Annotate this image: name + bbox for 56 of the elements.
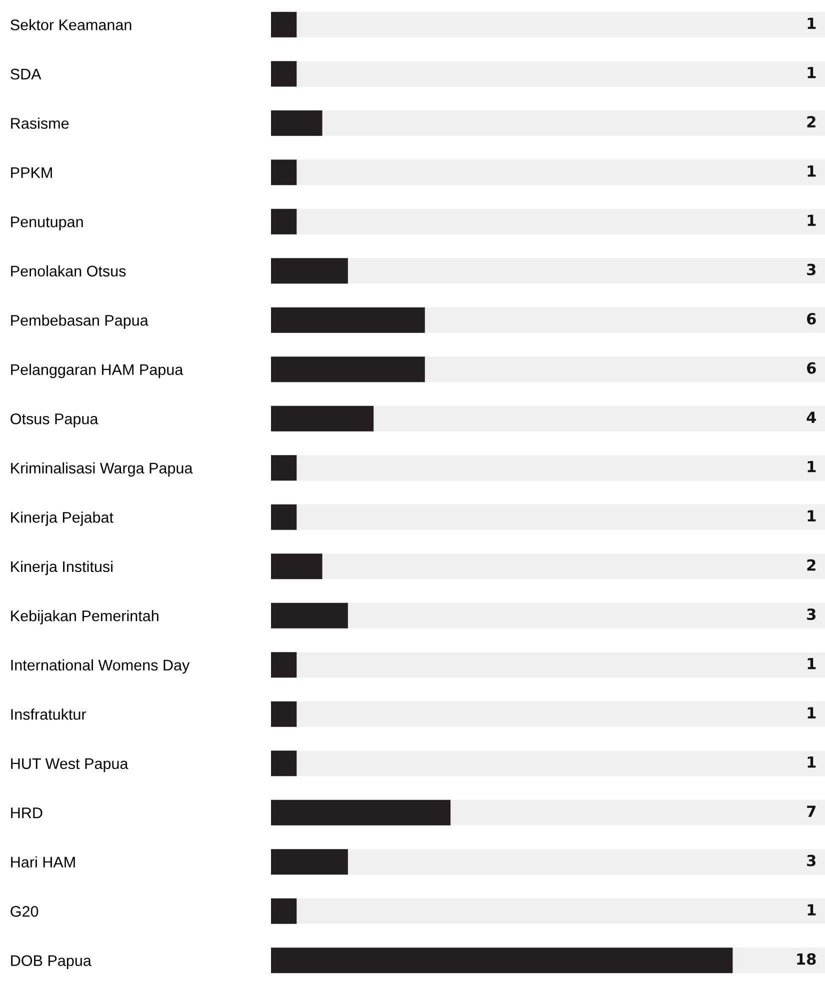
data-label: 6	[807, 362, 816, 374]
bar	[271, 652, 297, 678]
data-label: 1	[808, 756, 816, 768]
data-label: 2	[807, 116, 816, 128]
y-tick-label: HUT West Papua	[11, 758, 128, 772]
data-label: 1	[808, 460, 816, 472]
data-label: 1	[808, 66, 816, 78]
bar	[271, 160, 297, 186]
data-label: 1	[808, 18, 816, 29]
y-tick-label: Pembebasan Papua	[11, 314, 148, 329]
data-label: 1	[808, 904, 816, 916]
bar	[271, 455, 297, 481]
bar	[271, 406, 374, 432]
data-label: 3	[807, 854, 816, 866]
bar	[271, 898, 297, 924]
data-label: 7	[807, 806, 816, 817]
data-label: 18	[797, 953, 816, 965]
data-label: 6	[807, 313, 816, 325]
bar	[271, 504, 297, 530]
bar	[271, 602, 348, 628]
data-label: 1	[808, 510, 816, 522]
bar	[271, 258, 348, 284]
bar	[271, 554, 322, 580]
y-tick-label: Pelanggaran HAM Papua	[11, 364, 184, 378]
y-tick-label: SDA	[10, 68, 42, 80]
y-tick-label: Kinerja Pejabat	[11, 512, 114, 526]
y-tick-label: Rasisme	[11, 118, 69, 129]
y-tick-label: Kebijakan Pemerintah	[11, 610, 158, 624]
y-tick-label: DOB Papua	[11, 955, 92, 970]
y-tick-label: Penutupan	[11, 216, 83, 230]
data-label: 3	[807, 608, 816, 620]
bar	[271, 110, 322, 136]
y-tick-label: Otsus Papua	[10, 413, 98, 428]
data-label: 1	[808, 214, 816, 226]
y-tick-label: G20	[10, 906, 38, 917]
bar	[271, 12, 297, 38]
data-label: 1	[808, 707, 816, 718]
y-tick-label: Kinerja Institusi	[11, 560, 112, 576]
y-tick-label: Sektor Keamanan	[10, 19, 132, 30]
bar	[271, 849, 348, 875]
y-tick-label: Hari HAM	[11, 856, 75, 868]
bar	[271, 750, 297, 776]
y-tick-label: Insfratuktur	[11, 708, 86, 720]
data-label: 3	[807, 264, 816, 276]
y-tick-label: Kriminalisasi Warga Papua	[11, 462, 193, 477]
data-label: 1	[808, 658, 816, 670]
bar	[271, 208, 297, 234]
y-tick-label: Penolakan Otsus	[11, 265, 126, 277]
bar	[271, 61, 297, 87]
y-tick-label: International Womens Day	[11, 659, 190, 674]
y-tick-label: HRD	[11, 808, 42, 818]
data-label: 1	[808, 165, 816, 177]
data-label: 2	[807, 559, 816, 571]
data-label: 4	[806, 412, 816, 423]
y-tick-label: PPKM	[11, 167, 52, 178]
bar	[271, 701, 297, 727]
